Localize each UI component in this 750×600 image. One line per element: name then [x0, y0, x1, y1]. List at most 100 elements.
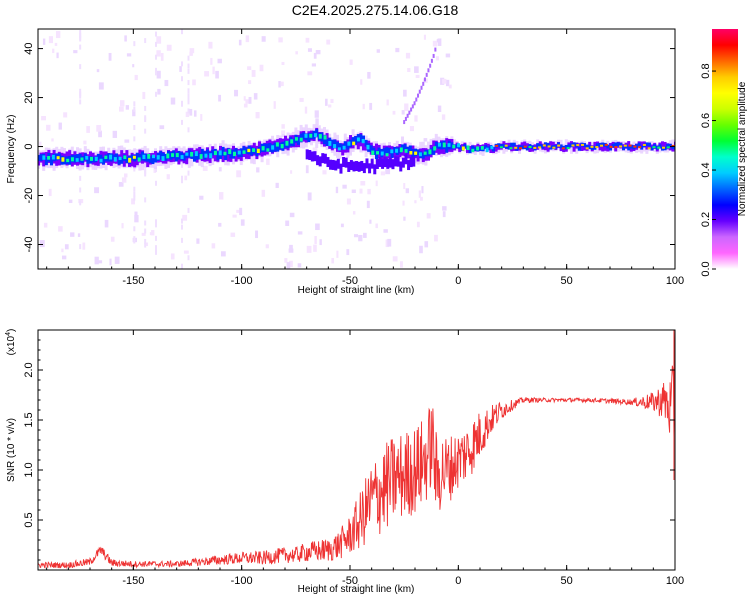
band-cell: [433, 146, 437, 151]
speckle-cell: [185, 111, 190, 117]
speckle-cell: [399, 261, 403, 268]
band-cell: [473, 147, 477, 151]
band-cell: [326, 157, 330, 168]
speckle-cell: [48, 188, 52, 197]
speckle-cell: [187, 207, 190, 213]
band-cell: [388, 157, 392, 168]
speckle-cell: [199, 195, 204, 200]
band-cell: [622, 146, 625, 151]
band-cell: [314, 133, 318, 138]
speckle-cell: [259, 64, 264, 72]
band-cell: [502, 144, 506, 148]
band-cell: [410, 107, 413, 112]
speckle-cell: [278, 37, 283, 43]
band-cell: [450, 142, 454, 150]
speckle-cell: [79, 34, 82, 40]
band-cell: [577, 143, 581, 150]
band-cell: [320, 132, 324, 142]
band-cell: [657, 146, 661, 149]
speckle-cell: [55, 31, 61, 39]
band-cell: [588, 141, 592, 148]
speckle-cell: [288, 260, 293, 268]
band-cell: [185, 152, 189, 156]
speckle-cell: [94, 256, 99, 265]
speckle-cell: [124, 139, 130, 143]
speckle-cell: [79, 30, 82, 36]
colorbar-tick-label: 0.2: [700, 212, 712, 227]
speckle-cell: [437, 105, 442, 112]
band-cell: [361, 138, 365, 144]
band-cell: [96, 153, 100, 160]
speckle-cell: [61, 255, 67, 260]
speckle-cell: [145, 242, 149, 247]
snr-series-line: [38, 330, 675, 569]
speckle-cell: [109, 258, 112, 266]
band-cell: [187, 149, 191, 158]
band-cell: [117, 156, 121, 165]
speckle-cell: [181, 29, 183, 35]
speckle-cell: [376, 49, 380, 53]
speckle-cell: [187, 170, 190, 176]
speckle-cell: [79, 175, 82, 181]
speckle-cell: [164, 79, 169, 87]
band-cell: [305, 149, 309, 160]
speckle-cell: [342, 184, 347, 189]
band-cell: [278, 142, 282, 150]
speckle-cell: [58, 226, 63, 232]
band-cell: [63, 156, 66, 165]
band-cell: [645, 142, 649, 147]
speckle-cell: [202, 165, 208, 171]
band-cell: [413, 101, 416, 106]
band-cell: [349, 160, 353, 171]
band-cell: [442, 142, 446, 148]
band-cell: [96, 155, 100, 166]
band-cell: [406, 146, 410, 154]
speckle-cell: [353, 234, 359, 238]
snr-x-tick-label: 50: [561, 575, 573, 587]
band-cell: [138, 153, 142, 160]
band-cell: [640, 145, 644, 150]
band-cell: [352, 161, 356, 172]
speckle-cell: [288, 248, 294, 253]
band-cell: [492, 147, 495, 152]
band-cell: [403, 120, 406, 125]
speckle-cell: [375, 223, 378, 229]
speckle-cell: [392, 256, 398, 262]
speckle-cell: [367, 188, 371, 195]
band-cell: [76, 154, 79, 161]
band-cell: [61, 157, 65, 162]
speckle-cell: [363, 232, 367, 238]
band-cell: [593, 145, 597, 150]
band-cell: [211, 149, 215, 156]
band-cell: [658, 144, 662, 149]
band-cell: [247, 148, 251, 153]
speckle-cell: [192, 79, 196, 86]
colorbar-tick-label: 0.4: [700, 162, 712, 177]
band-cell: [376, 151, 379, 155]
spectrogram-x-tick-label: -100: [231, 275, 253, 287]
speckle-cell: [423, 138, 428, 142]
speckle-cell: [144, 228, 147, 234]
speckle-cell: [125, 105, 130, 110]
band-cell: [154, 151, 157, 162]
band-cell: [549, 145, 553, 150]
band-cell: [671, 139, 675, 150]
band-cell: [427, 68, 430, 73]
speckle-cell: [170, 97, 176, 105]
band-cell: [237, 150, 241, 155]
band-cell: [434, 47, 437, 52]
band-cell: [480, 146, 484, 150]
band-cell: [414, 151, 418, 155]
speckle-cell: [133, 238, 136, 244]
band-cell: [386, 158, 390, 169]
band-cell: [78, 153, 82, 163]
band-cell: [354, 136, 358, 145]
speckle-cell: [144, 238, 147, 244]
band-cell: [490, 145, 494, 150]
snr-panel: -150 -100 -50 0 50 100 0.5 1.0 1.5 2.0 Height of …: [5, 329, 684, 595]
band-cell: [268, 143, 272, 152]
speckle-cell: [275, 182, 279, 189]
band-cell: [329, 159, 333, 170]
band-cell: [415, 97, 418, 102]
speckle-cell: [405, 188, 410, 194]
